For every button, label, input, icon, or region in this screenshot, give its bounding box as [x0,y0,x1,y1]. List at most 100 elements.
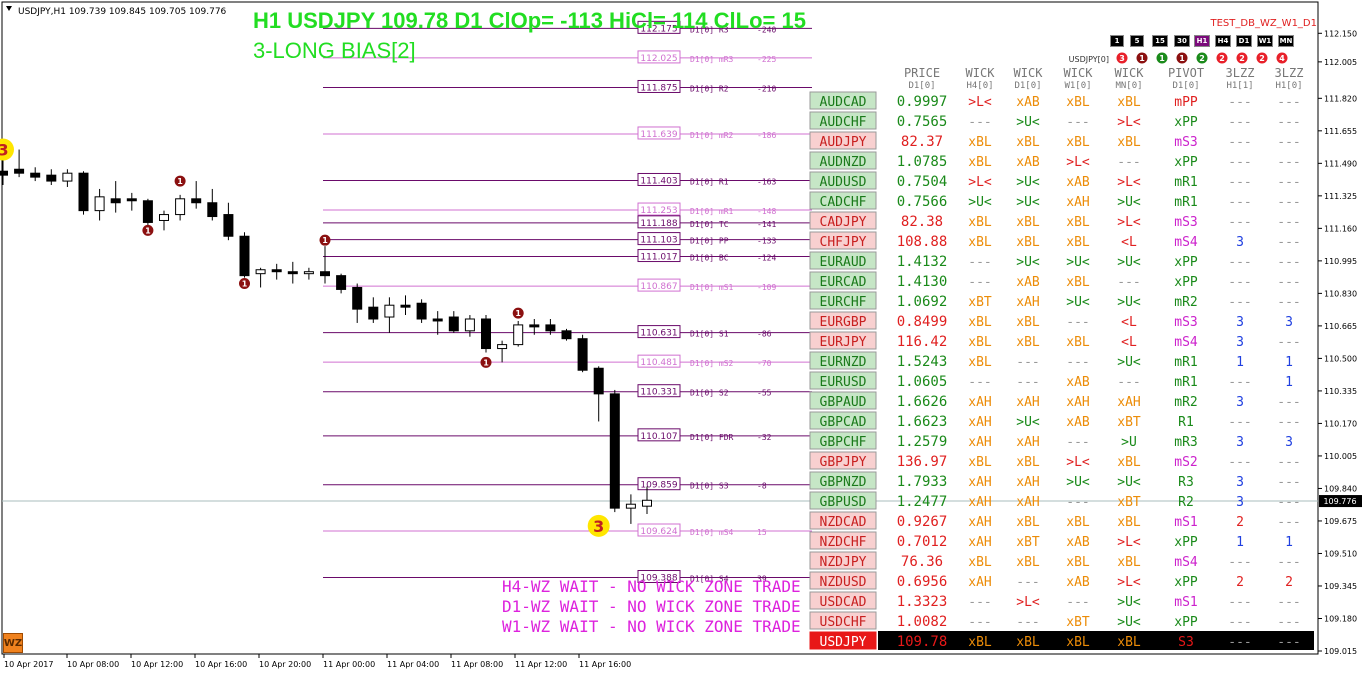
table-cell: xAB [1066,415,1090,430]
level-price-box [637,126,681,140]
table-cell: xAB [1016,95,1040,110]
table-cell: --- [1066,115,1089,130]
price-tick-label: 109.345 [1324,582,1357,591]
level-value: -210 [757,84,776,93]
wz-button[interactable]: WZ [3,633,23,653]
table-cell: xAH [968,575,991,590]
signal-row-marker-label: 2 [1259,54,1265,63]
wick-zone-warnings: H4-WZ WAIT - NO WICK ZONE TRADE D1-WZ WA… [502,577,801,636]
pair-price: 1.0082 [897,614,948,630]
table-cell: --- [1277,555,1300,570]
price-tick-label: 110.665 [1324,322,1357,331]
pair-price: 0.6956 [897,574,948,590]
timeframe-button-h4[interactable]: H4 [1215,35,1231,47]
table-cell: >L< [968,95,992,110]
level-price: 111.875 [640,83,677,93]
signal-marker-label: 1 [515,309,521,318]
level-value: -8 [757,482,767,491]
timeframe-button-d1[interactable]: D1 [1236,35,1252,47]
table-cell: --- [1066,495,1089,510]
pair-label: NZDJPY [820,555,867,570]
price-tick-label: 110.005 [1324,452,1357,461]
pair-price: 0.9267 [897,514,948,530]
timeframe-button-mn[interactable]: MN [1278,35,1294,47]
signal-row-marker-label: 2 [1219,54,1225,63]
table-cell: 1 [1285,375,1293,390]
pair-label-box [809,391,877,410]
table-cell: xAH [968,475,991,490]
signal-marker-circle [0,138,14,161]
candle-body [239,235,250,277]
pair-price: 1.0785 [897,154,948,170]
table-cell: xAH [1066,195,1089,210]
table-cell: xBL [1066,135,1090,150]
level-value: -32 [757,433,772,442]
table-cell: xPP [1174,155,1198,170]
table-cell: xAH [1016,495,1039,510]
table-cell: xBL [1016,315,1040,330]
timeframe-button-w1[interactable]: W1 [1257,35,1273,47]
table-cell: >U< [1117,295,1141,310]
chart-menu-icon[interactable] [6,6,12,11]
table-cell: >U< [1016,415,1040,430]
table-cell: --- [1228,275,1251,290]
level-price: 111.188 [640,219,677,229]
candle-body [94,196,105,212]
pair-label-box [809,251,877,270]
signal-marker-circle [480,356,492,368]
level-name: D1[0] R3 [690,25,729,34]
table-cell: --- [1228,95,1251,110]
level-price: 110.867 [640,282,677,292]
timeframe-button-30[interactable]: 30 [1174,35,1190,47]
table-subheader: H1[1] [1226,81,1253,91]
table-cell: xPP [1174,615,1198,630]
signal-row-marker [1156,52,1168,64]
current-price-value: 109.776 [1323,497,1356,506]
table-cell: xBL [1117,515,1141,530]
table-cell: --- [1277,155,1300,170]
table-cell: mS3 [1174,135,1197,150]
table-cell: >U< [1117,475,1141,490]
pair-label-box [809,511,877,530]
table-cell: >U< [1016,255,1040,270]
table-cell: --- [1277,135,1300,150]
level-price-box [637,477,681,491]
timeframe-button-h1[interactable]: H1 [1194,35,1210,47]
table-cell: xPP [1174,275,1198,290]
pair-label: EURGBP [820,315,867,330]
level-price-box [637,523,681,537]
pair-price: 116.42 [897,334,948,350]
signal-row-marker-label: 1 [1179,54,1185,63]
table-cell: xBL [1016,235,1040,250]
pivot-levels: 112.175 D1[0] R3 -240 112.025 D1[0] mR3 -225 1… [323,20,812,584]
table-cell: R3 [1178,475,1194,490]
timeframe-button-15[interactable]: 15 [1152,35,1168,47]
level-price-box [637,354,681,368]
timeframe-button-1[interactable]: 1 [1110,35,1124,47]
table-cell: >U< [1117,595,1141,610]
candle-body [223,214,234,237]
level-name: D1[0] mS2 [690,359,734,368]
candle-body [497,344,508,350]
signal-marker-circle [142,224,154,236]
signal-marker-circle [174,175,186,187]
timeframe-button-5[interactable]: 5 [1130,35,1144,47]
pair-label-box [809,171,877,190]
table-cell: --- [1117,275,1140,290]
table-cell: xBL [1066,515,1090,530]
table-cell: --- [1277,455,1300,470]
table-cell: >L< [968,175,992,190]
candle-body [271,269,282,273]
level-price: 109.859 [640,481,677,491]
price-tick-label: 109.675 [1324,517,1357,526]
pair-label-box [809,571,877,590]
table-cell: 3 [1236,315,1244,330]
price-tick-label: 110.830 [1324,289,1357,298]
level-name: D1[0] mS1 [690,283,734,292]
pair-label: NZDCHF [820,535,867,550]
pair-label: GBPAUD [820,395,867,410]
table-cell: xAH [968,415,991,430]
table-cell: >U< [1117,355,1141,370]
time-tick-label: 11 Apr 16:00 [579,660,631,669]
